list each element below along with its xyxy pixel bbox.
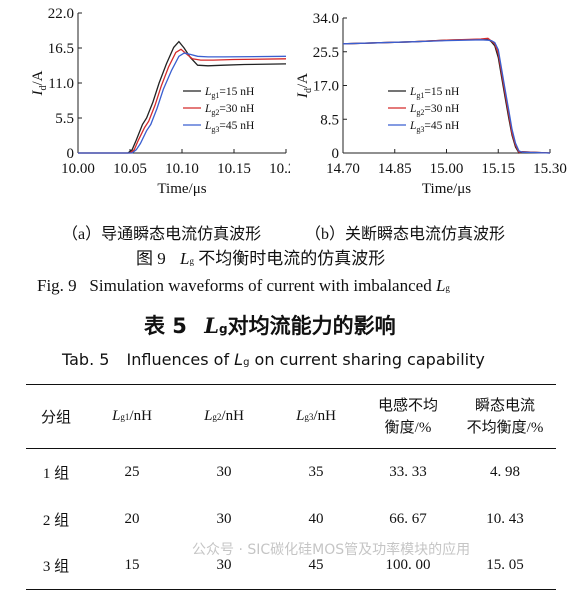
- series-line: [342, 39, 551, 154]
- header-lg2: Lg2/nH: [204, 408, 244, 424]
- x-axis-label: Time/μs: [157, 181, 206, 197]
- header-lg1: Lg1/nH: [112, 408, 152, 424]
- y-axis-label-text: Id/A: [30, 70, 49, 96]
- y-tick-label: 8.5: [320, 112, 339, 128]
- x-tick-label: 10.00: [61, 161, 95, 177]
- legend-label: Lg1=15 nH: [204, 86, 254, 100]
- x-tick-label: 10.10: [165, 161, 199, 177]
- watermark: 公众号 · SIC碳化硅MOS管及功率模块的应用: [192, 542, 471, 558]
- legend-label: Lg1=15 nH: [409, 86, 459, 100]
- x-tick-label: 15.30: [533, 161, 567, 177]
- table-header-row: 分组 Lg1/nH Lg2/nH Lg3/nH 电感不均 衡度/% 瞬态电流 不均衡…: [26, 384, 556, 449]
- chart-a: 0 5.5 11.0 16.5 22.0 10.00 10.05 10.10 10.15 10.2…: [30, 6, 290, 197]
- figure-title-cn: 不均衡时电流的仿真波形: [198, 249, 386, 268]
- figure-caption-cn: 图 9 Lg 不均衡时电流的仿真波形: [136, 249, 386, 268]
- legend-label: Lg2=30 nH: [204, 103, 254, 117]
- x-tick-label: 10.15: [217, 161, 251, 177]
- legend-label: Lg2=30 nH: [409, 103, 459, 117]
- table-caption-cn: 表 5 Lg对均流能力的影响: [144, 313, 396, 338]
- legend-label: Lg3=45 nH: [204, 120, 254, 134]
- y-tick-label: 17.0: [313, 79, 339, 95]
- x-tick-label: 15.00: [430, 161, 464, 177]
- y-tick-label: 34.0: [313, 11, 339, 27]
- y-axis-label-text: Id/A: [295, 73, 314, 99]
- y-tick-label: 5.5: [55, 111, 74, 127]
- x-tick-label: 14.70: [326, 161, 360, 177]
- header-transient-imbalance: 瞬态电流 不均衡度/%: [466, 397, 544, 436]
- table-caption-en: Tab. 5 Influences of Lg on current shari…: [62, 350, 485, 369]
- x-tick-label: 10.05: [113, 161, 147, 177]
- table-row: 1 组 25 30 35 33. 33 4. 98: [42, 463, 520, 482]
- x-tick-label: 15.15: [481, 161, 515, 177]
- subcaption-b: （b）关断瞬态电流仿真波形: [305, 226, 506, 243]
- x-axis-label: Time/μs: [422, 181, 471, 197]
- series-line: [78, 40, 287, 154]
- y-tick-label: 25.5: [313, 45, 339, 61]
- y-tick-label: 16.5: [48, 41, 74, 57]
- y-tick-label: 22.0: [48, 6, 74, 22]
- figure-caption-en: Fig. 9 Simulation waveforms of current w…: [37, 276, 450, 295]
- y-tick-label: 0: [67, 146, 75, 162]
- results-table: 分组 Lg1/nH Lg2/nH Lg3/nH 电感不均 衡度/% 瞬态电流 不均衡…: [26, 384, 556, 590]
- header-inductance-imbalance: 电感不均 衡度/%: [377, 397, 438, 436]
- table-row: 2 组 20 30 40 66. 67 10. 43: [42, 510, 524, 529]
- figure-number-cn: 图 9: [136, 249, 166, 268]
- series-line: [78, 48, 287, 154]
- x-tick-label: 14.85: [378, 161, 412, 177]
- x-tick-label: 10.20: [269, 161, 290, 177]
- y-tick-label: 0: [332, 146, 340, 162]
- header-group: 分组: [40, 410, 71, 426]
- header-lg3: Lg3/nH: [296, 408, 336, 424]
- chart-b: 0 8.5 17.0 25.5 34.0 14.70 14.85 15.00 15.15 15.3…: [295, 11, 567, 197]
- y-tick-label: 11.0: [48, 76, 74, 92]
- y-axis-label: Id/A: [295, 73, 314, 99]
- series-line: [78, 52, 287, 154]
- subcaption-a: （a）导通瞬态电流仿真波形: [62, 226, 262, 243]
- y-axis-label: Id/A: [30, 70, 49, 96]
- legend-label: Lg3=45 nH: [409, 120, 459, 134]
